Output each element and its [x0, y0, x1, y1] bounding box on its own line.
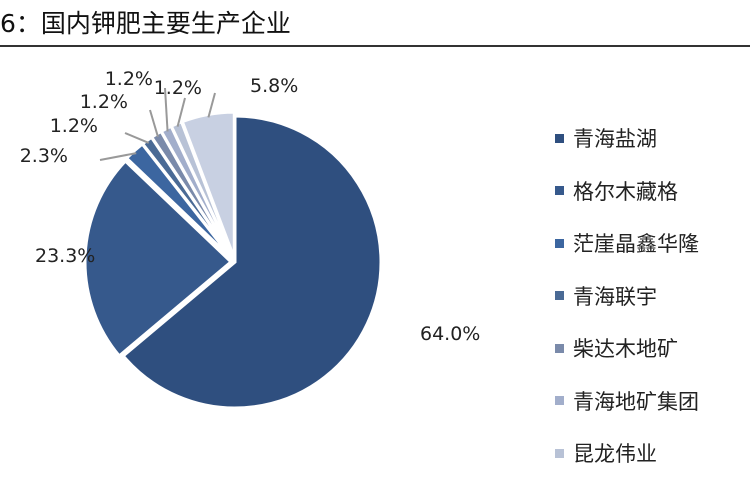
legend-swatch	[555, 448, 564, 458]
chart-title: 6：国内钾肥主要生产企业	[0, 9, 291, 38]
legend-item: 青海联宇	[555, 270, 699, 323]
data-label: 23.3%	[35, 245, 95, 267]
legend-item: 昆龙伟业	[555, 427, 699, 480]
legend-swatch	[555, 186, 564, 196]
title-rule	[0, 45, 750, 47]
legend-label: 青海地矿集团	[573, 389, 699, 414]
legend-swatch	[555, 396, 564, 406]
legend-label: 柴达木地矿	[573, 337, 678, 362]
pie-slice	[121, 114, 383, 410]
leader-line	[124, 132, 150, 144]
legend-item: 格尔木藏格	[555, 165, 699, 218]
data-label: 1.2%	[50, 115, 98, 137]
leader-line	[176, 97, 186, 127]
leader-line	[99, 152, 137, 161]
legend: 青海盐湖格尔木藏格茫崖晶鑫华隆 青海联宇柴达木地矿青海地矿集团 昆龙伟业	[555, 112, 699, 480]
legend-label: 青海盐湖	[573, 127, 657, 152]
data-label: 1.2%	[154, 77, 202, 99]
pie-slice	[83, 158, 234, 358]
leader-line	[207, 92, 216, 118]
data-label: 5.8%	[250, 75, 298, 97]
legend-item: 青海地矿集团	[555, 375, 699, 428]
legend-swatch	[555, 291, 564, 301]
legend-swatch	[555, 133, 564, 143]
data-label: 1.2%	[80, 91, 128, 113]
data-label: 1.2%	[105, 68, 153, 90]
pie-slice	[180, 110, 236, 259]
legend-label: 茫崖晶鑫华隆	[573, 232, 699, 257]
legend-label: 格尔木藏格	[573, 179, 678, 204]
leader-line	[164, 87, 169, 132]
legend-swatch	[555, 343, 564, 353]
legend-swatch	[555, 238, 564, 248]
legend-label: 青海联宇	[573, 284, 657, 309]
legend-item: 青海盐湖	[555, 112, 699, 165]
legend-label: 昆龙伟业	[573, 442, 657, 467]
legend-item: 柴达木地矿	[555, 322, 699, 375]
data-label: 2.3%	[20, 145, 68, 167]
legend-item: 茫崖晶鑫华隆	[555, 217, 699, 270]
leader-line	[149, 109, 159, 138]
data-label: 64.0%	[420, 323, 480, 345]
